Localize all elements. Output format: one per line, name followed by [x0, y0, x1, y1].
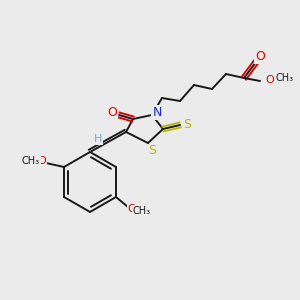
Text: O: O — [255, 50, 265, 62]
Text: O: O — [128, 204, 136, 214]
Text: S: S — [183, 118, 191, 130]
Text: S: S — [148, 145, 156, 158]
Text: O: O — [265, 75, 274, 85]
Text: CH₃: CH₃ — [22, 156, 40, 166]
Text: H: H — [94, 134, 102, 144]
Text: O: O — [38, 156, 46, 166]
Text: CH₃: CH₃ — [276, 73, 294, 83]
Text: O: O — [107, 106, 117, 119]
Text: N: N — [152, 106, 162, 118]
Text: CH₃: CH₃ — [133, 206, 151, 216]
